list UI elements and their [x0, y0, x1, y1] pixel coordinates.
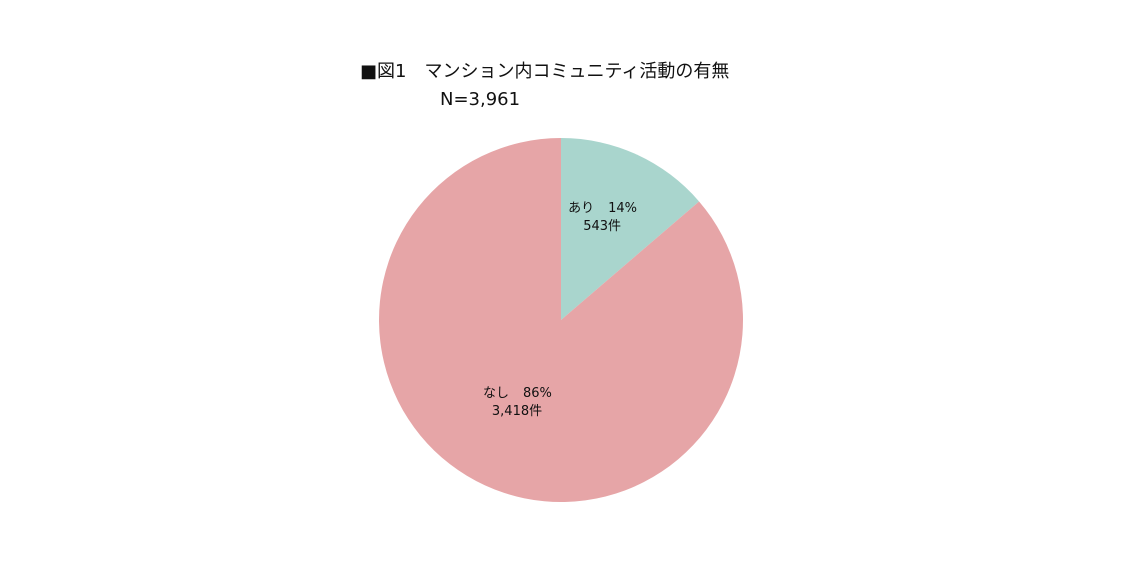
slice-category: あり [568, 201, 594, 216]
pie-slice [379, 138, 743, 502]
chart-title: ■図1 マンション内コミュニティ活動の有無 [360, 61, 729, 82]
slice-value: 3,418件 [492, 404, 542, 419]
chart-subtitle: N=3,961 [440, 89, 520, 110]
slice-percent: 14% [608, 201, 637, 216]
slice-value: 543件 [583, 219, 621, 234]
slice-percent: 86% [523, 386, 552, 401]
pie-slice [561, 138, 700, 320]
slice-category: なし [483, 386, 509, 401]
